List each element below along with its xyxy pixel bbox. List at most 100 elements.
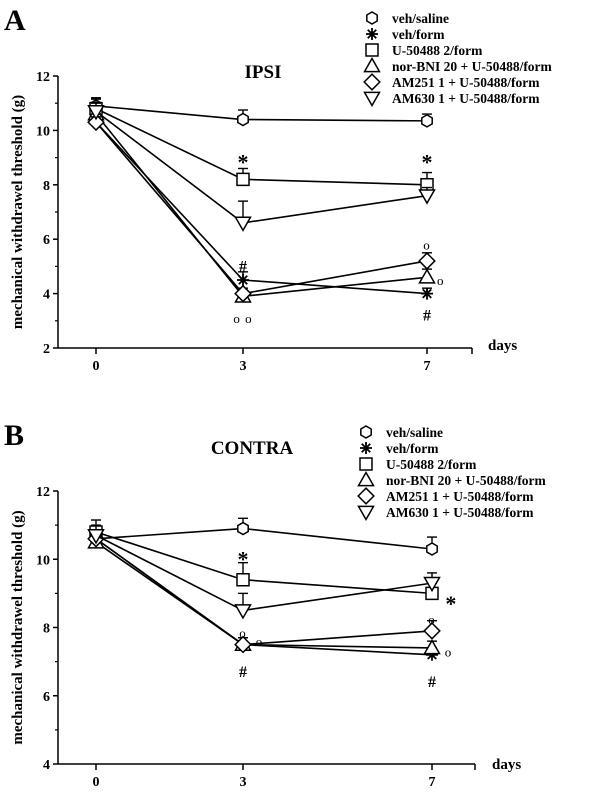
data-point — [418, 189, 436, 205]
legend-marker — [363, 91, 381, 108]
x-tick-label: 3 — [240, 775, 247, 790]
legend-marker — [366, 28, 378, 40]
legend-marker — [360, 442, 372, 454]
data-point — [234, 284, 252, 303]
series-line — [95, 121, 428, 295]
legend-label: U-50488 2/form — [386, 457, 477, 472]
series-4 — [87, 105, 436, 303]
significance-marker: o o — [233, 311, 252, 326]
series-2 — [90, 116, 433, 300]
legend-item: AM251 1 + U-50488/form — [357, 487, 534, 505]
series-line — [95, 538, 433, 656]
significance-marker: * — [422, 149, 433, 174]
series-5 — [87, 113, 436, 303]
legend-label: AM630 1 + U-50488/form — [386, 505, 534, 520]
y-tick-label: 12 — [36, 70, 50, 85]
data-point — [87, 104, 105, 121]
chart-title: IPSI — [245, 62, 282, 83]
data-point — [236, 172, 250, 187]
legend-label: veh/form — [386, 441, 439, 456]
y-tick-label: 4 — [43, 288, 50, 303]
panel-a: A IPSI 2 4 6 8 10 12 0 3 7 mechanical withdrawel th… — [4, 4, 553, 374]
series-line — [95, 110, 428, 224]
data-point — [423, 622, 441, 640]
legend-marker — [357, 487, 375, 505]
legend-label: nor-BNI 20 + U-50488/form — [392, 59, 553, 74]
series-line — [95, 534, 433, 612]
series-line — [95, 527, 433, 550]
significance-marker: o — [239, 626, 247, 641]
significance-marker: o — [445, 644, 453, 659]
significance-marker: # — [239, 258, 247, 275]
y-tick-label: 6 — [43, 233, 50, 248]
y-tick-label: 6 — [43, 690, 50, 705]
significance-marker: o — [423, 238, 431, 253]
legend-item: AM630 1 + U-50488/form — [363, 91, 540, 108]
series-line — [95, 531, 433, 595]
y-tick-label: 10 — [36, 553, 50, 568]
x-tick-label: 7 — [424, 359, 431, 374]
y-axis-label: mechanical withdrawel threshold (g) — [10, 95, 26, 329]
legend-label: AM251 1 + U-50488/form — [392, 75, 540, 90]
y-axis-label: mechanical withdrawel threshold (g) — [10, 510, 26, 744]
series-5 — [87, 529, 441, 654]
legend-marker — [365, 43, 379, 57]
data-point — [87, 113, 105, 132]
x-tick-label: 0 — [93, 359, 100, 374]
significance-marker: # — [239, 664, 247, 681]
series-1 — [90, 517, 438, 556]
y-tick-label: 8 — [43, 622, 50, 637]
series-4 — [87, 533, 441, 655]
series-1 — [90, 97, 433, 128]
y-tick-label: 12 — [36, 485, 50, 500]
x-axis-label: days — [492, 757, 521, 773]
legend-item: veh/saline — [366, 11, 449, 26]
series-6 — [87, 524, 441, 620]
legend-item: U-50488 2/form — [365, 43, 483, 58]
y-tick-label: 8 — [43, 179, 50, 194]
legend-label: veh/saline — [386, 425, 443, 440]
data-point — [234, 604, 252, 620]
legend-marker — [357, 505, 375, 522]
y-tick-label: 4 — [43, 758, 50, 773]
legend-item: nor-BNI 20 + U-50488/form — [357, 470, 547, 488]
legend-item: nor-BNI 20 + U-50488/form — [363, 56, 553, 74]
legend-marker — [363, 73, 381, 91]
legend-item: AM251 1 + U-50488/form — [363, 73, 540, 91]
x-axis-label: days — [488, 338, 517, 354]
data-point — [234, 635, 252, 654]
x-tick-label: 7 — [429, 775, 436, 790]
data-point — [234, 216, 252, 232]
y-tick-label: 10 — [36, 124, 50, 139]
legend-label: veh/saline — [392, 11, 449, 26]
data-point — [423, 576, 441, 593]
panel-letter: B — [4, 419, 24, 452]
significance-marker: * — [238, 149, 249, 174]
legend-item: AM630 1 + U-50488/form — [357, 505, 534, 522]
legend-marker — [359, 457, 373, 471]
x-tick-label: 3 — [240, 359, 247, 374]
data-point — [421, 114, 433, 128]
legend-label: AM630 1 + U-50488/form — [392, 91, 540, 106]
y-tick-label: 2 — [43, 342, 50, 357]
panel-b: B CONTRA 4 6 8 10 12 0 3 7 mechanical withdrawel t… — [4, 419, 547, 790]
data-point — [236, 572, 250, 587]
series-line — [95, 121, 428, 295]
data-point — [418, 268, 436, 284]
legend-label: nor-BNI 20 + U-50488/form — [386, 473, 547, 488]
panel-letter: A — [4, 4, 26, 37]
significance-marker: o — [437, 273, 445, 288]
data-point — [426, 648, 438, 661]
data-point — [421, 287, 433, 300]
chart-title: CONTRA — [211, 438, 294, 459]
legend-marker — [366, 11, 378, 25]
significance-marker: o — [428, 612, 436, 627]
series-line — [95, 541, 433, 649]
significance-marker: # — [428, 674, 436, 691]
legend-marker — [360, 425, 372, 439]
series-6 — [87, 102, 436, 232]
data-point — [237, 521, 249, 536]
legend-label: veh/form — [392, 27, 445, 42]
